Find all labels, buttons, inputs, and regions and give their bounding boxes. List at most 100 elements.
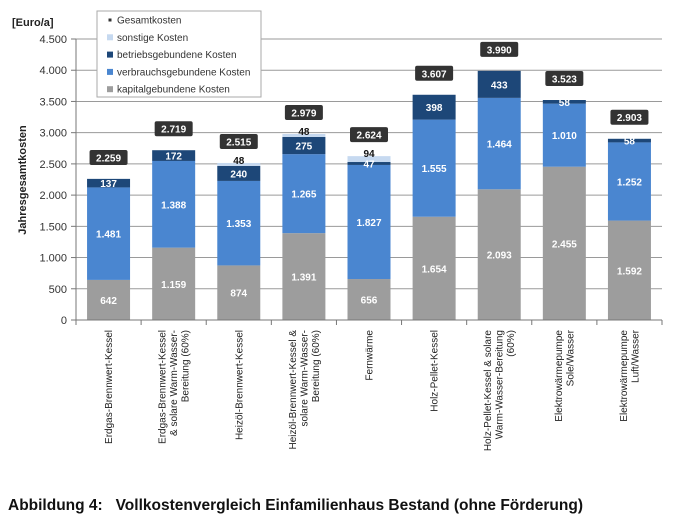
- segment-label: 1.654: [422, 264, 447, 275]
- bar-segment: [282, 154, 326, 234]
- total-label-box: [415, 65, 454, 81]
- total-label-box: [610, 109, 649, 125]
- segment-label: 1.010: [552, 131, 577, 142]
- x-category-label-line: solare Warm-Wasser-: [299, 330, 310, 426]
- y-tick-label: 0: [61, 315, 67, 327]
- segment-label: 1.481: [96, 230, 121, 241]
- x-category-label-line: Bereitung (60%): [311, 330, 322, 402]
- total-label: 2.979: [291, 108, 316, 119]
- bar-segment: [152, 247, 196, 320]
- bar-segment: [412, 94, 456, 120]
- segment-label: 94: [363, 149, 375, 160]
- x-category-label-line: Bereitung (60%): [181, 330, 192, 402]
- total-label-box: [545, 71, 584, 87]
- segment-label: 433: [491, 80, 508, 91]
- total-label: 3.523: [552, 75, 577, 86]
- bar-segment: [347, 164, 391, 280]
- total-label: 2.259: [96, 153, 121, 164]
- bar-segment: [87, 187, 131, 280]
- y-axis-title: Jahresgesamtkosten: [17, 125, 29, 235]
- legend-swatch: [108, 18, 112, 22]
- x-category-label-line: Erdgas-Brennwert-Kessel: [104, 330, 115, 444]
- x-category-label: Elektrowärmepumpe Luft/Wasser: [619, 329, 642, 421]
- total-label-box: [219, 133, 258, 149]
- x-category-label: Heizöl-Brennwert-Kessel & solare Warm-Was…: [288, 330, 322, 450]
- segment-label: 1.391: [291, 273, 316, 284]
- legend-swatch: [107, 68, 113, 75]
- bars: 642 1.481 137 2.259 1.159 1.388 172 2.719 874 1.3…: [87, 41, 651, 320]
- segment-label: 1.827: [356, 218, 381, 229]
- total-label: 2.624: [356, 131, 381, 142]
- bar-segment: [152, 160, 196, 248]
- x-category-label: Erdgas-Brennwert-Kessel: [104, 330, 115, 444]
- bar-stack: 1.391 1.265 275 48 2.979: [282, 104, 326, 320]
- bar-segment: [607, 138, 651, 143]
- total-label: 3.607: [422, 69, 447, 80]
- segment-label: 2.455: [552, 239, 577, 250]
- segment-label: 642: [100, 296, 117, 307]
- bar-stack: 1.592 1.252 58 2.903: [607, 109, 651, 320]
- bar-segment: [217, 165, 261, 181]
- bar-segment: [607, 220, 651, 320]
- segment-label: 1.592: [617, 266, 642, 277]
- bar-segment: [542, 103, 586, 167]
- legend-swatch: [107, 86, 113, 93]
- bar-segment: [542, 100, 586, 104]
- x-category-label-line: (60%): [506, 330, 517, 357]
- segment-label: 2.093: [487, 251, 512, 262]
- x-category-label-line: Fernwärme: [365, 330, 376, 381]
- bar-segment: [87, 279, 131, 320]
- segment-label: 1.388: [161, 200, 186, 211]
- x-category-label-line: Erdgas-Brennwert-Kessel: [158, 330, 169, 444]
- x-category-label: Erdgas-Brennwert-Kessel & solare Warm-Was…: [158, 330, 192, 444]
- total-label-box: [284, 104, 323, 120]
- x-category-label: Holz-Pellet-Kessel & solare Warm-Wasser-B…: [483, 330, 517, 452]
- x-category-label-line: Holz-Pellet-Kessel & solare: [483, 330, 494, 452]
- legend-label: betriebsgebundene Kosten: [117, 50, 237, 61]
- x-category-label-line: Warm-Wasser-Bereitung: [495, 330, 506, 439]
- segment-label: 398: [426, 103, 443, 114]
- bar-segment: [477, 189, 521, 320]
- segment-label: 240: [230, 169, 247, 180]
- bar-segment: [217, 180, 261, 266]
- bar-segment: [347, 156, 391, 163]
- x-category-label: Elektrowärmepumpe Sole/Wasser: [554, 329, 577, 421]
- bar-segment: [347, 162, 391, 165]
- bar-segment: [282, 136, 326, 155]
- segment-label: 874: [230, 289, 247, 300]
- y-axis: 0 500 1.000 1.500 2.000 2.500 3.000 3.500 4.000 4…: [39, 34, 77, 327]
- y-tick-label: 500: [49, 284, 67, 296]
- y-tick-label: 3.000: [39, 128, 67, 140]
- legend-label: Gesamtkosten: [117, 16, 181, 27]
- y-tick-label: 1.000: [39, 253, 67, 265]
- bar-segment: [477, 70, 521, 98]
- figure-caption: Abbildung 4: Vollkostenvergleich Einfami…: [8, 497, 583, 514]
- bar-stack: 2.455 1.010 58 3.523: [542, 71, 586, 320]
- legend: Gesamtkosten sonstige Kosten betriebsgebun…: [96, 10, 262, 98]
- segment-label: 1.464: [487, 140, 512, 151]
- bar-segment: [412, 216, 456, 320]
- x-category-label-line: Luft/Wasser: [631, 329, 642, 383]
- bar-segment: [347, 279, 391, 320]
- x-axis: Erdgas-Brennwert-Kessel Erdgas-Brennwert-…: [75, 319, 663, 452]
- bar-segment: [87, 178, 131, 188]
- segment-label: 58: [559, 98, 571, 109]
- legend-swatch: [107, 34, 113, 41]
- bar-stack: 1.654 1.555 398 3.607: [412, 65, 456, 320]
- total-label: 2.903: [617, 113, 642, 124]
- total-label-box: [350, 127, 388, 143]
- total-label-box: [154, 121, 193, 137]
- x-category-label-line: Elektrowärmepumpe: [554, 330, 565, 422]
- y-tick-label: 2.500: [39, 159, 67, 171]
- segment-label: 137: [100, 179, 117, 190]
- x-category-label-line: Heizöl-Brennwert-Kessel: [234, 330, 245, 440]
- x-category-label-line: Elektrowärmepumpe: [619, 330, 630, 422]
- bar-stack: 874 1.353 240 48 2.515: [217, 133, 261, 320]
- legend-label: verbrauchsgebundene Kosten: [117, 67, 250, 78]
- y-tick-label: 2.000: [39, 190, 67, 202]
- y-unit-label: [Euro/a]: [12, 17, 54, 29]
- segment-label: 47: [363, 159, 375, 170]
- bar-segment: [542, 166, 586, 320]
- segment-label: 172: [165, 152, 182, 163]
